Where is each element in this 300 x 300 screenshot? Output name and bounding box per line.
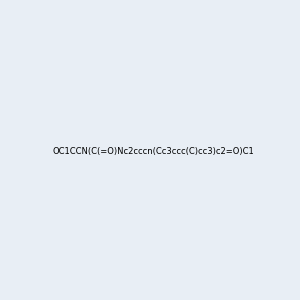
Text: OC1CCN(C(=O)Nc2cccn(Cc3ccc(C)cc3)c2=O)C1: OC1CCN(C(=O)Nc2cccn(Cc3ccc(C)cc3)c2=O)C1 bbox=[53, 147, 255, 156]
